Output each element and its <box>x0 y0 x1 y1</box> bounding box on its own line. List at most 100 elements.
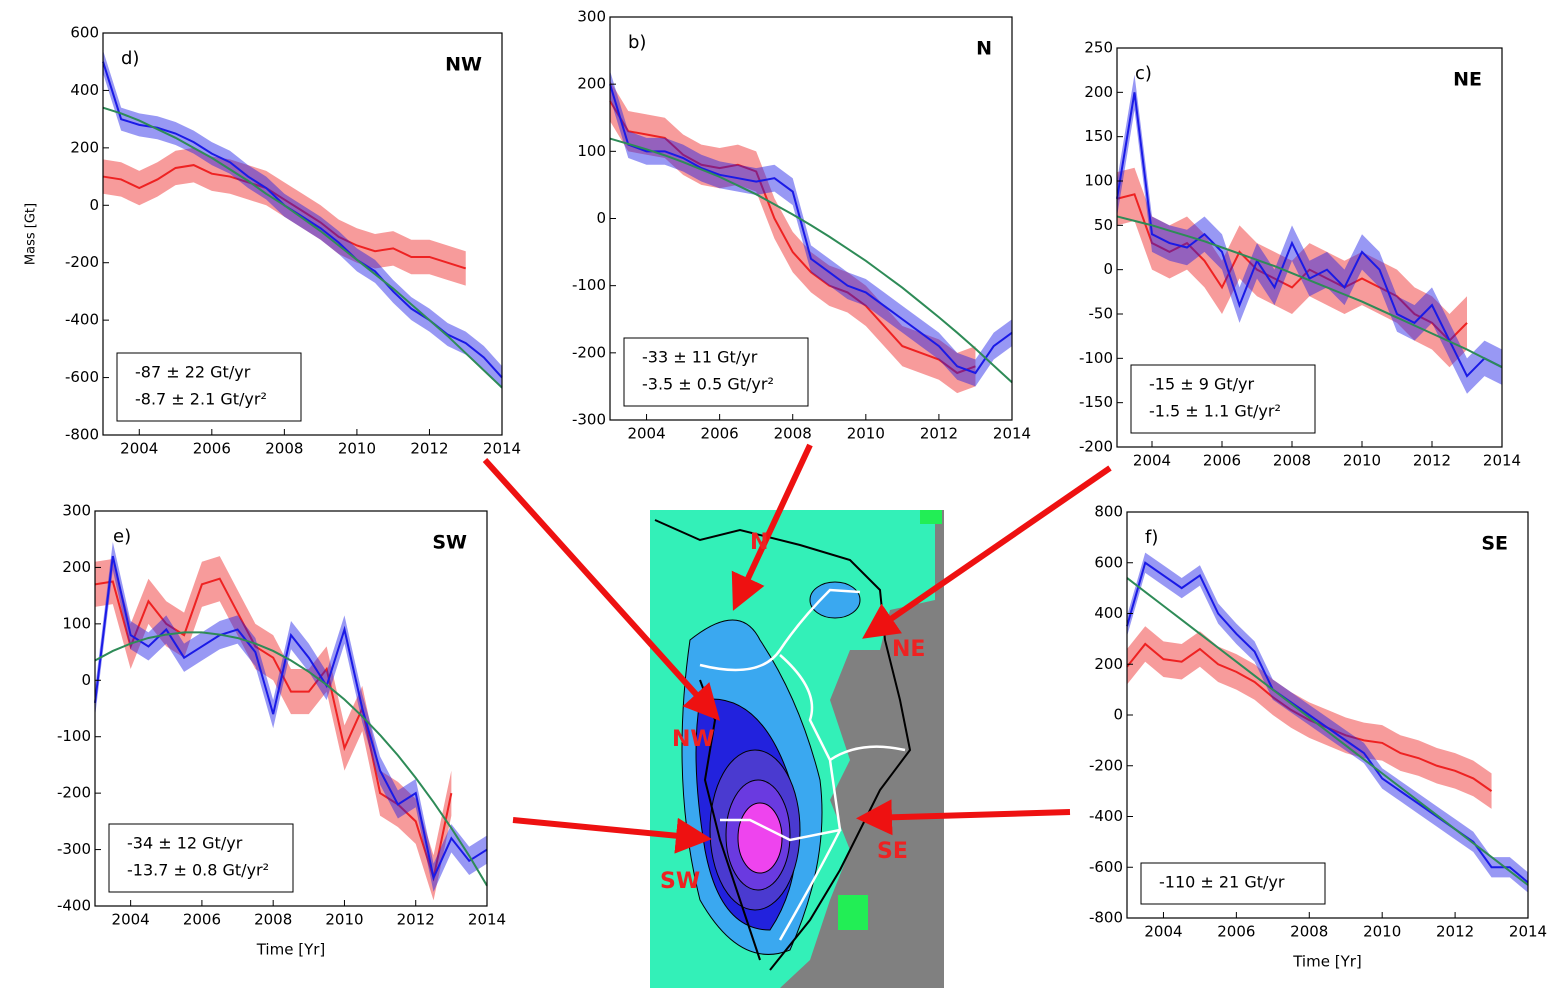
y-tick-label: 150 <box>1084 127 1113 145</box>
y-tick-label: 0 <box>1103 260 1113 278</box>
error-band <box>103 50 502 390</box>
plot-frame <box>102 32 503 436</box>
x-tick-label: 2010 <box>847 425 885 443</box>
x-tick-label: 2008 <box>1290 923 1328 941</box>
series-line <box>609 100 976 375</box>
x-tick-label: 2014 <box>1483 452 1521 470</box>
y-tick-label: -400 <box>57 897 91 915</box>
panel-label: c) <box>1135 63 1152 84</box>
x-tick-label: 2014 <box>483 440 521 458</box>
x-axis-label: Time [Yr] <box>1292 953 1362 971</box>
y-tick-label: 100 <box>1084 172 1113 190</box>
region-title: SE <box>1481 533 1508 555</box>
y-tick-label: -100 <box>1079 349 1113 367</box>
y-tick-label: 50 <box>1094 216 1113 234</box>
region-label: NE <box>892 637 925 662</box>
x-tick-label: 2004 <box>627 425 665 443</box>
y-tick-label: -300 <box>572 411 606 429</box>
y-tick-label: 200 <box>1084 83 1113 101</box>
y-tick-label: -800 <box>1089 909 1123 927</box>
series-line <box>1126 642 1493 792</box>
y-tick-label: -200 <box>65 253 99 271</box>
y-tick-label: 200 <box>62 558 91 576</box>
y-tick-label: 0 <box>596 209 606 227</box>
y-tick-label: 300 <box>577 8 606 26</box>
y-tick-label: 800 <box>1094 503 1123 521</box>
x-tick-label: 2010 <box>325 911 363 929</box>
x-tick-label: 2010 <box>338 440 376 458</box>
annotation: -1.5 ± 1.1 Gt/yr² <box>1149 402 1281 421</box>
map <box>650 510 944 988</box>
series-line <box>102 164 467 270</box>
y-tick-label: 0 <box>89 196 99 214</box>
y-axis-label: Mass [Gt] <box>24 203 39 265</box>
series-line <box>609 83 1013 375</box>
error-band <box>95 556 452 901</box>
y-tick-label: -100 <box>57 727 91 745</box>
annotation: -13.7 ± 0.8 Gt/yr² <box>127 861 269 880</box>
x-tick-label: 2004 <box>1144 923 1182 941</box>
y-tick-label: 0 <box>1113 706 1123 724</box>
x-tick-label: 2012 <box>1413 452 1451 470</box>
error-band <box>610 80 976 394</box>
y-tick-label: 100 <box>577 142 606 160</box>
y-tick-label: 400 <box>70 81 99 99</box>
region-label: N <box>750 530 768 555</box>
x-tick-label: 2008 <box>774 425 812 443</box>
region-title: SW <box>432 532 467 554</box>
x-tick-label: 2006 <box>193 440 231 458</box>
y-tick-label: -600 <box>1089 858 1123 876</box>
y-tick-label: 200 <box>1094 655 1123 673</box>
x-tick-label: 2004 <box>1133 452 1171 470</box>
y-tick-label: -100 <box>572 276 606 294</box>
error-band <box>1117 74 1502 394</box>
chart: -800 -600 -400 -200 0 200 400 600 2004 2006 2008 20… <box>24 24 522 458</box>
y-tick-label: -800 <box>65 426 99 444</box>
x-tick-label: 2012 <box>920 425 958 443</box>
y-tick-label: 0 <box>81 671 91 689</box>
x-tick-label: 2008 <box>254 911 292 929</box>
x-tick-label: 2006 <box>183 911 221 929</box>
series-line <box>1126 577 1529 886</box>
error-band <box>95 542 487 892</box>
region-label: SE <box>877 839 908 864</box>
y-tick-label: -400 <box>1089 807 1123 825</box>
series-line <box>94 577 453 882</box>
y-tick-label: 200 <box>577 75 606 93</box>
annotation: -34 ± 12 Gt/yr <box>127 834 243 853</box>
plot-frame <box>94 510 488 907</box>
annotation: -33 ± 11 Gt/yr <box>642 348 758 367</box>
x-tick-label: 2012 <box>1436 923 1474 941</box>
y-tick-label: -150 <box>1079 393 1113 411</box>
y-tick-label: -600 <box>65 368 99 386</box>
y-tick-label: 400 <box>1094 604 1123 622</box>
x-tick-label: 2006 <box>1217 923 1255 941</box>
annotation-box <box>1130 364 1316 434</box>
series-line <box>1116 215 1503 369</box>
y-tick-label: -50 <box>1089 305 1114 323</box>
x-tick-label: 2006 <box>1203 452 1241 470</box>
region-label: SW <box>660 869 700 894</box>
chart: -200 -150 -100 -50 0 50 100 150 200 250 2004 2006 20… <box>1079 39 1521 470</box>
x-axis-label: Time [Yr] <box>256 941 326 959</box>
panel-label: d) <box>121 48 139 69</box>
y-tick-label: -200 <box>57 784 91 802</box>
x-tick-label: 2010 <box>1343 452 1381 470</box>
x-tick-label: 2006 <box>701 425 739 443</box>
error-band <box>1117 167 1467 368</box>
y-tick-label: -200 <box>1079 438 1113 456</box>
chart: -400 -300 -200 -100 0 100 200 300 2004 2006 2008 20… <box>57 502 506 959</box>
series-line <box>1116 92 1503 378</box>
y-tick-label: -200 <box>572 343 606 361</box>
x-tick-label: 2008 <box>265 440 303 458</box>
y-tick-label: -300 <box>57 840 91 858</box>
annotation: -87 ± 22 Gt/yr <box>135 363 251 382</box>
series-line <box>609 137 1013 384</box>
arrows <box>482 443 1112 854</box>
panel-label: b) <box>628 32 646 53</box>
y-tick-label: 100 <box>62 614 91 632</box>
x-tick-label: 2004 <box>112 911 150 929</box>
plot-frame <box>1116 47 1503 448</box>
chart: -300 -200 -100 0 100 200 300 2004 2006 2008 2010 20… <box>572 8 1031 443</box>
